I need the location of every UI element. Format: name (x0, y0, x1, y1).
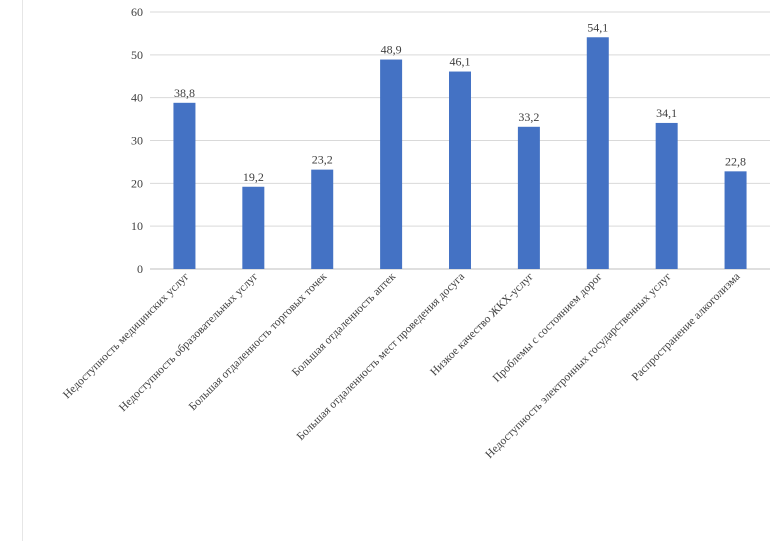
left-border-line (22, 0, 23, 541)
y-tick-label: 60 (131, 5, 143, 19)
data-label: 48,9 (381, 43, 402, 57)
bar (173, 102, 196, 269)
bar (586, 37, 609, 269)
bar (242, 186, 265, 269)
y-tick-label: 0 (137, 262, 143, 276)
x-tick-label: Недоступность образовательных услуг (117, 270, 261, 414)
y-tick-label: 50 (131, 48, 143, 62)
bar (311, 169, 334, 269)
data-label: 23,2 (312, 153, 333, 167)
data-label: 38,8 (174, 86, 195, 100)
x-tick-label: Проблемы с состоянием дорог (491, 270, 605, 384)
data-label: 22,8 (725, 154, 746, 168)
y-tick-label: 30 (131, 134, 143, 148)
data-label: 19,2 (243, 170, 264, 184)
data-label: 46,1 (450, 55, 471, 69)
data-label: 34,1 (656, 106, 677, 120)
data-label: 54,1 (587, 20, 608, 34)
x-tick-label: Недоступность медицинских услуг (61, 270, 192, 401)
x-tick-label: Большая отдаленность торговых точек (187, 270, 330, 413)
data-label: 33,2 (518, 110, 539, 124)
y-tick-label: 20 (131, 176, 143, 190)
y-tick-label: 10 (131, 219, 143, 233)
bar (724, 171, 747, 269)
bar (449, 71, 471, 269)
x-tick-label: Распространение алкоголизма (630, 271, 743, 384)
bar (517, 126, 540, 269)
bar (655, 122, 678, 270)
y-tick-label: 40 (131, 91, 143, 105)
bar (380, 59, 403, 269)
